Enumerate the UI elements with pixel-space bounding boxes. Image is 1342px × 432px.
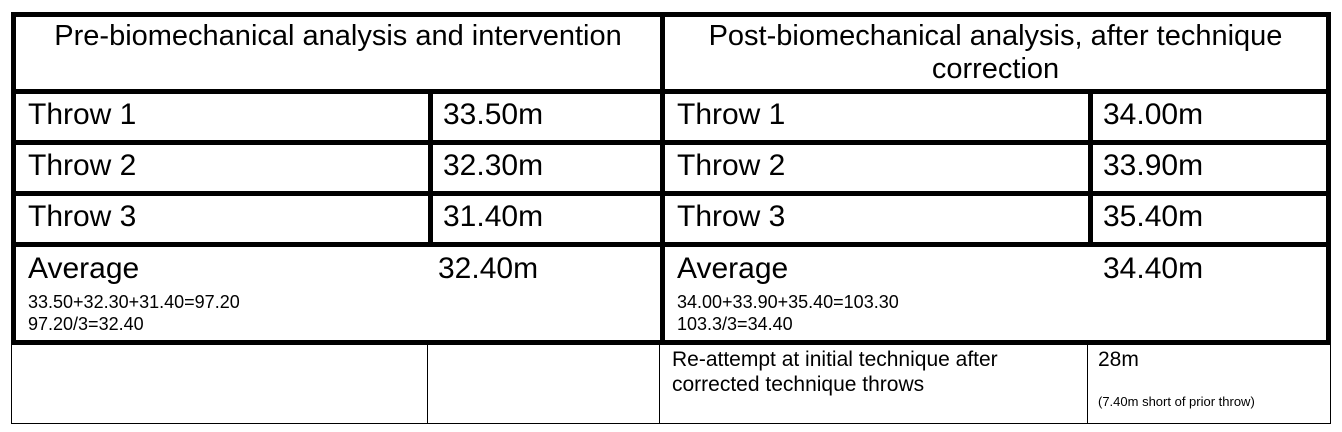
post-average-label: Average: [677, 252, 789, 285]
post-throw-2-value: 33.90m: [1088, 145, 1326, 191]
pre-throw-3-value: 31.40m: [428, 196, 660, 242]
pre-analysis-header: Pre-biomechanical analysis and intervent…: [54, 20, 622, 52]
post-average-cell: Average 34.40m 34.00+33.90+35.40=103.30 …: [660, 247, 1326, 340]
reattempt-value-cell: 28m (7.40m short of prior throw): [1088, 345, 1331, 424]
pre-throw-1-label: Throw 1: [28, 98, 137, 131]
reattempt-value: 28m: [1098, 348, 1139, 371]
pre-throw-3-label: Throw 3: [28, 200, 137, 233]
pre-average-calculation: 33.50+32.30+31.40=97.20 97.20/3=32.40: [16, 291, 660, 335]
post-throw-2-label: Throw 2: [660, 145, 1088, 191]
reattempt-row: Re-attempt at initial technique after co…: [11, 345, 1331, 424]
post-throw-3-value: 35.40m: [1088, 196, 1326, 242]
pre-average-cell: Average 32.40m 33.50+32.30+31.40=97.20 9…: [16, 247, 660, 340]
results-table-container: Pre-biomechanical analysis and intervent…: [11, 12, 1331, 424]
average-row: Average 32.40m 33.50+32.30+31.40=97.20 9…: [16, 242, 1326, 340]
post-calc-line-1: 34.00+33.90+35.40=103.30: [677, 292, 899, 312]
post-throw-1-value: 34.00m: [1088, 94, 1326, 140]
post-calc-line-2: 103.3/3=34.40: [677, 314, 793, 334]
throw-row-3: Throw 3 31.40m Throw 3 35.40m: [16, 191, 1326, 242]
header-row: Pre-biomechanical analysis and intervent…: [16, 17, 1326, 89]
throw-row-1: Throw 1 33.50m Throw 1 34.00m: [16, 89, 1326, 140]
pre-average-label: Average: [28, 252, 140, 285]
reattempt-note: (7.40m short of prior throw): [1098, 394, 1255, 409]
post-throw-1-label: Throw 1: [660, 94, 1088, 140]
pre-throw-2-label: Throw 2: [28, 149, 137, 182]
empty-cell-1: [11, 345, 428, 424]
post-throw-3-label: Throw 3: [660, 196, 1088, 242]
post-average-value: 34.40m: [1103, 252, 1204, 285]
empty-cell-2: [428, 345, 660, 424]
pre-calc-line-2: 97.20/3=32.40: [28, 314, 144, 334]
pre-average-value: 32.40m: [438, 252, 539, 285]
pre-throw-1-value: 33.50m: [428, 94, 660, 140]
results-table: Pre-biomechanical analysis and intervent…: [11, 12, 1331, 345]
pre-throw-2-value: 32.30m: [428, 145, 660, 191]
post-average-calculation: 34.00+33.90+35.40=103.30 103.3/3=34.40: [665, 291, 1326, 335]
post-analysis-header: Post-biomechanical analysis, after techn…: [660, 17, 1326, 89]
throw-row-2: Throw 2 32.30m Throw 2 33.90m: [16, 140, 1326, 191]
reattempt-label: Re-attempt at initial technique after co…: [660, 345, 1088, 424]
pre-calc-line-1: 33.50+32.30+31.40=97.20: [28, 292, 240, 312]
